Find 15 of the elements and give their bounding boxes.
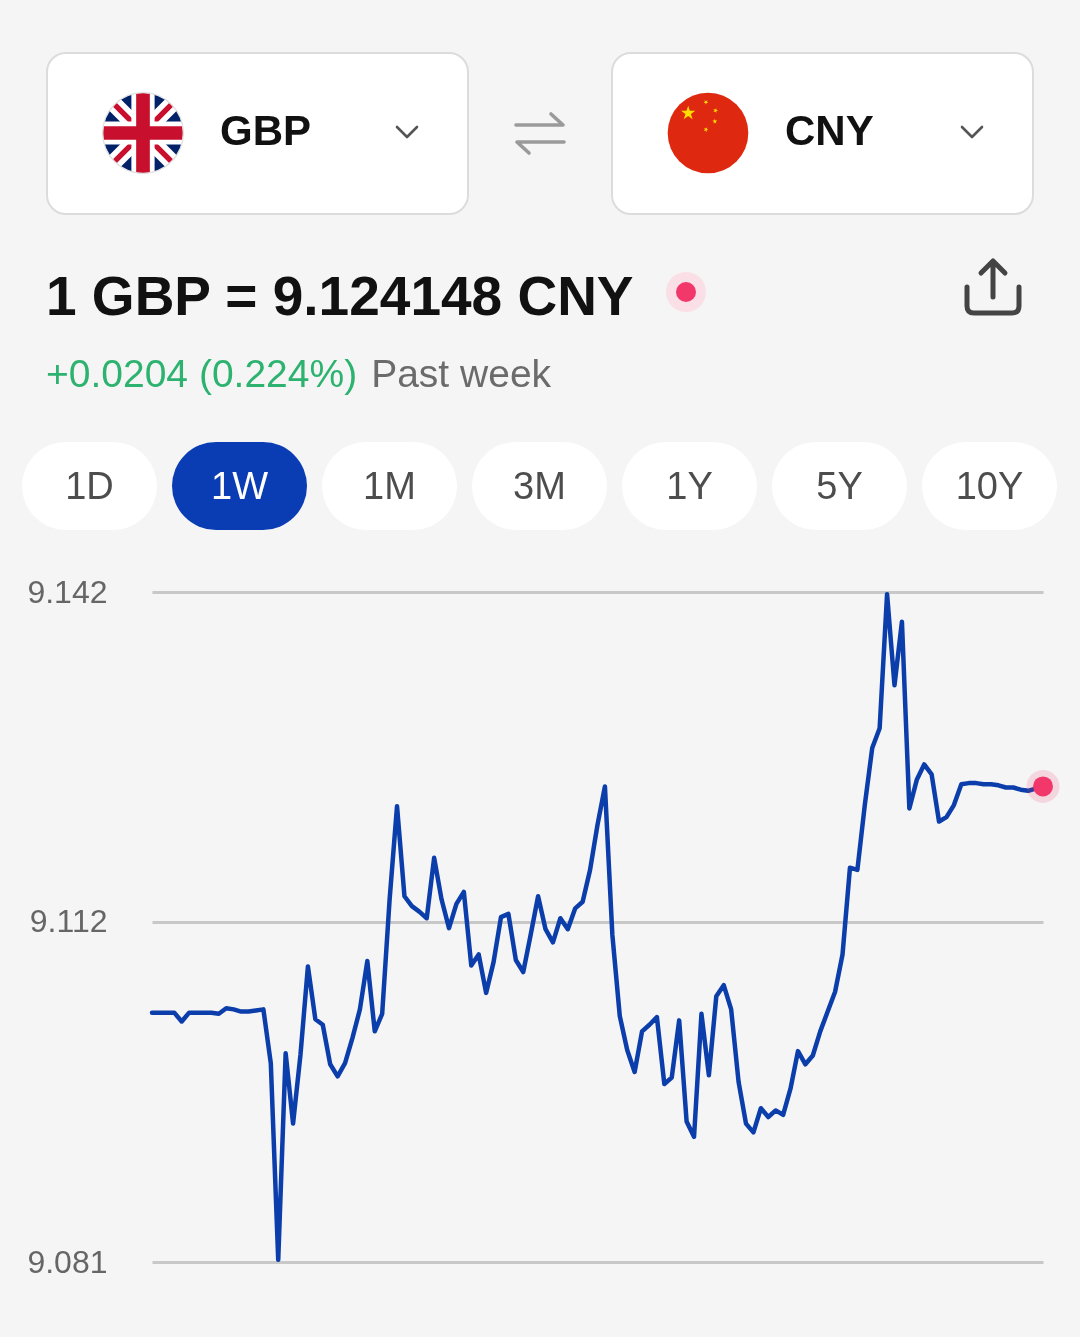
currency-dropdown: CNY [611, 52, 1034, 215]
period-tab: 1Y [622, 442, 757, 530]
text: Past week [371, 352, 552, 395]
y-tick-label: 9.112 [29, 903, 108, 940]
chart-title: 1 GBP = 9.124148 CNY [46, 265, 634, 327]
period-tab: 1M [322, 442, 457, 530]
y-tick-label: 9.081 [27, 1243, 108, 1280]
text: +0.0204 (0.224%) [46, 352, 358, 395]
period-tab: 5Y [772, 442, 907, 530]
currency-dropdown: GBP [46, 52, 469, 215]
y-tick-label: 9.142 [27, 573, 108, 610]
period-tab: 1D [22, 442, 157, 530]
period-tab: 10Y [922, 442, 1057, 530]
period-tab: 1W [172, 442, 307, 530]
period-tab: 3M [472, 442, 607, 530]
